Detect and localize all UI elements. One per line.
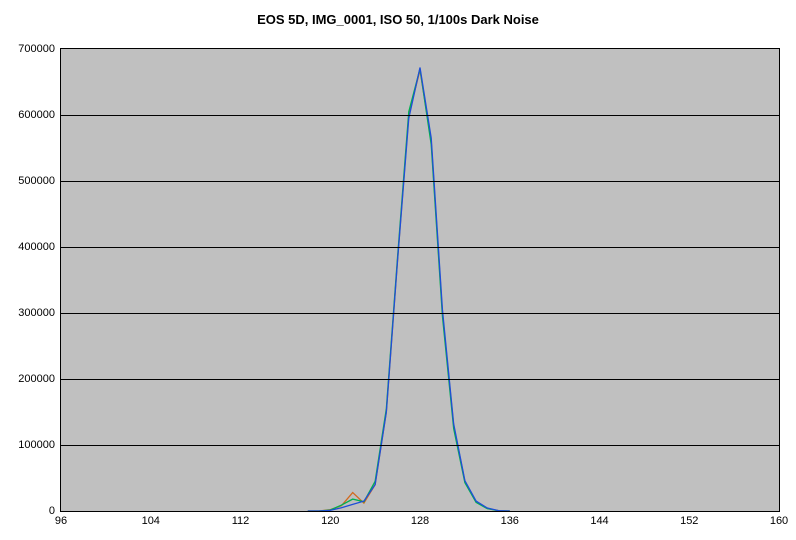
y-tick-label: 300000	[18, 307, 55, 319]
x-tick-label: 136	[501, 515, 519, 527]
x-tick-label: 112	[232, 515, 250, 527]
y-tick-label: 400000	[18, 241, 55, 253]
gridline	[61, 313, 779, 314]
x-tick-label: 120	[321, 515, 339, 527]
x-tick-label: 152	[680, 515, 698, 527]
x-tick-label: 144	[590, 515, 608, 527]
y-tick-label: 100000	[18, 439, 55, 451]
gridline	[61, 247, 779, 248]
y-tick-label: 700000	[18, 43, 55, 55]
x-tick-label: 104	[142, 515, 160, 527]
gridline	[61, 115, 779, 116]
chart-title: EOS 5D, IMG_0001, ISO 50, 1/100s Dark No…	[0, 12, 796, 27]
y-tick-label: 200000	[18, 373, 55, 385]
y-tick-label: 500000	[18, 175, 55, 187]
gridline	[61, 445, 779, 446]
chart-lines	[61, 49, 779, 511]
x-tick-label: 160	[770, 515, 788, 527]
gridline	[61, 379, 779, 380]
chart-container: EOS 5D, IMG_0001, ISO 50, 1/100s Dark No…	[0, 0, 796, 540]
gridline	[61, 181, 779, 182]
x-tick-label: 128	[411, 515, 429, 527]
plot-area: 0100000200000300000400000500000600000700…	[60, 48, 780, 512]
y-tick-label: 600000	[18, 109, 55, 121]
x-tick-label: 96	[55, 515, 67, 527]
